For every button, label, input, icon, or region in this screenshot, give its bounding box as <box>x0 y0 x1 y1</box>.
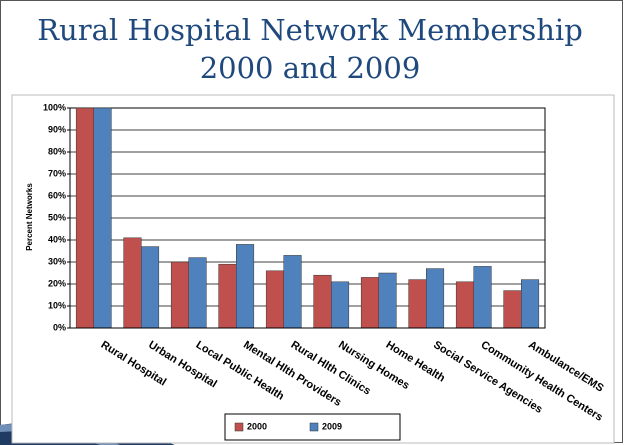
bar <box>188 257 207 329</box>
bar <box>473 266 492 329</box>
bar <box>360 277 379 329</box>
bar <box>123 237 142 329</box>
bar <box>75 107 95 329</box>
legend-swatch <box>234 422 244 432</box>
y-tick-label: 100% <box>43 102 66 112</box>
legend-swatch <box>309 422 319 432</box>
bar <box>378 272 397 329</box>
legend-label: 2009 <box>322 421 342 431</box>
chart-title: Rural Hospital Network Membership <box>37 13 583 47</box>
bar <box>408 279 427 329</box>
bar <box>455 281 474 329</box>
bar <box>331 281 350 329</box>
bar <box>218 263 237 329</box>
bar <box>426 268 445 329</box>
y-tick-label: 50% <box>48 212 66 222</box>
y-tick-label: 90% <box>48 124 66 134</box>
bar <box>521 279 540 329</box>
bar <box>170 261 190 329</box>
y-tick-label: 60% <box>48 190 66 200</box>
bar <box>93 107 112 329</box>
chart-subtitle: 2000 and 2009 <box>200 51 421 85</box>
bar <box>313 274 332 329</box>
legend-label: 2000 <box>247 421 267 431</box>
y-tick-label: 80% <box>48 146 66 156</box>
bar <box>236 244 255 329</box>
y-tick-label: 0% <box>53 322 66 332</box>
bar <box>265 270 284 329</box>
y-tick-label: 30% <box>48 256 66 266</box>
y-axis-label: Percent Networks <box>25 183 34 251</box>
bar <box>283 255 302 329</box>
bar <box>141 246 160 329</box>
y-tick-label: 20% <box>48 278 66 288</box>
bar <box>503 290 522 329</box>
y-tick-label: 10% <box>48 300 66 310</box>
y-tick-label: 40% <box>48 234 66 244</box>
y-tick-label: 70% <box>48 168 66 178</box>
